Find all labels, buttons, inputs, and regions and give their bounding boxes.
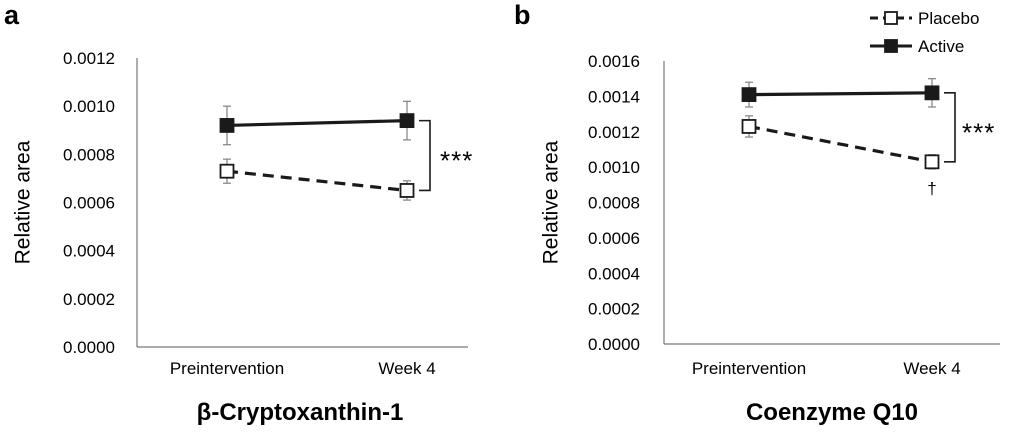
y-tick-label: 0.0010 <box>63 97 115 116</box>
y-tick-label: 0.0002 <box>588 300 640 319</box>
y-tick-label: 0.0006 <box>588 229 640 248</box>
y-axis-label: Relative area <box>539 140 562 264</box>
y-tick-label: 0.0000 <box>63 338 115 357</box>
significance-stars: *** <box>962 117 995 147</box>
y-tick-label: 0.0002 <box>63 290 115 309</box>
y-tick-label: 0.0006 <box>63 194 115 213</box>
y-tick-label: 0.0000 <box>588 335 640 354</box>
x-tick-label: Preintervention <box>692 359 806 378</box>
y-tick-label: 0.0008 <box>63 145 115 164</box>
y-tick-label: 0.0010 <box>588 158 640 177</box>
x-tick-label: Preintervention <box>170 359 284 378</box>
panel-label: a <box>4 0 20 30</box>
y-tick-label: 0.0016 <box>588 52 640 71</box>
legend-marker-placebo <box>884 11 898 25</box>
x-tick-label: Week 4 <box>378 359 435 378</box>
panel-label: b <box>514 0 531 30</box>
dagger-annotation: † <box>927 179 936 198</box>
data-point-placebo <box>399 183 415 198</box>
legend-marker-active <box>884 39 898 53</box>
series-line-active <box>748 91 933 97</box>
data-point-active <box>924 85 940 101</box>
data-point-active <box>741 87 757 103</box>
y-tick-label: 0.0004 <box>588 264 640 283</box>
y-tick-label: 0.0014 <box>588 87 640 106</box>
data-point-placebo <box>741 119 757 134</box>
series-line-placebo <box>226 169 408 193</box>
y-tick-label: 0.0012 <box>588 123 640 142</box>
significance-bracket <box>944 92 956 163</box>
significance-bracket <box>419 119 431 192</box>
data-point-placebo <box>924 154 940 170</box>
y-axis-label: Relative area <box>11 140 34 264</box>
legend-label: Active <box>918 37 964 56</box>
y-tick-label: 0.0008 <box>588 194 640 213</box>
y-tick-label: 0.0004 <box>63 242 115 261</box>
chart-title: Coenzyme Q10 <box>746 399 918 426</box>
chart-title: β-Cryptoxanthin-1 <box>197 399 404 426</box>
x-tick-label: Week 4 <box>903 359 960 378</box>
significance-stars: *** <box>440 146 473 176</box>
data-point-active <box>219 118 235 133</box>
legend-label: Placebo <box>918 9 979 28</box>
y-tick-label: 0.0012 <box>63 49 115 68</box>
data-point-active <box>399 113 415 129</box>
series-line-placebo <box>748 124 933 164</box>
data-point-placebo <box>219 163 235 179</box>
series-line-active <box>226 119 408 128</box>
